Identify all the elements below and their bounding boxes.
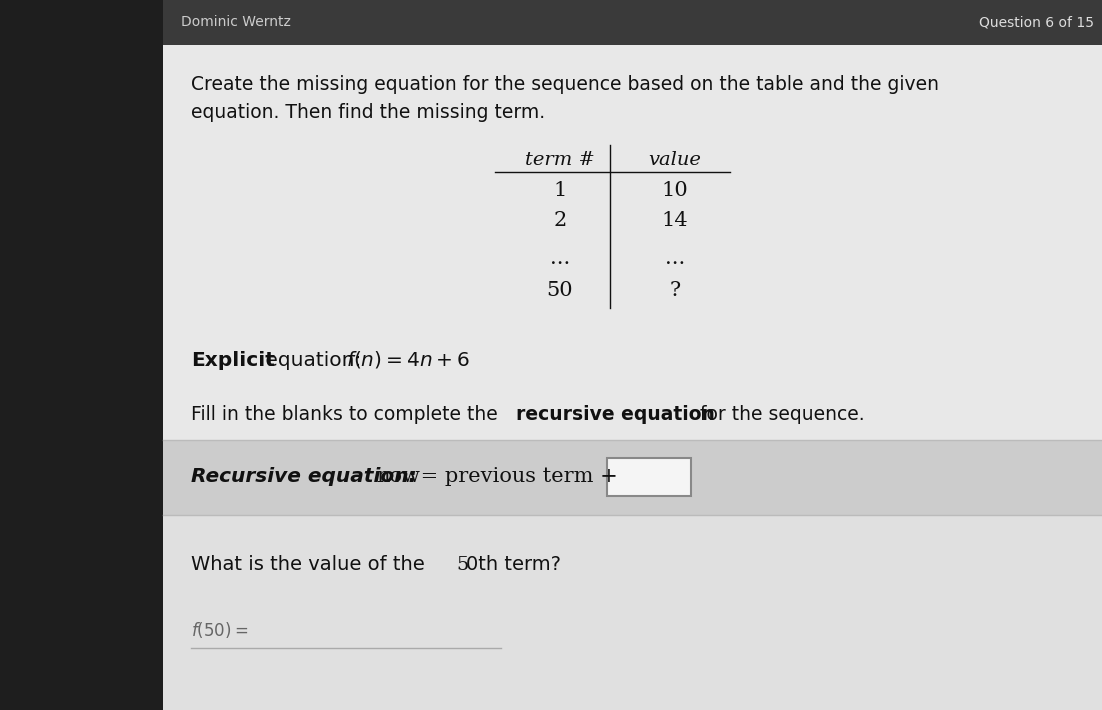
Text: 2: 2 [553, 210, 566, 229]
Text: 14: 14 [661, 210, 689, 229]
Text: for the sequence.: for the sequence. [694, 405, 865, 425]
Text: Dominic Werntz: Dominic Werntz [181, 16, 291, 30]
Text: Recursive equation:: Recursive equation: [191, 467, 417, 486]
Text: ...: ... [550, 248, 570, 268]
Text: ...: ... [665, 248, 685, 268]
FancyBboxPatch shape [163, 45, 1102, 710]
FancyBboxPatch shape [163, 440, 1102, 515]
FancyBboxPatch shape [607, 458, 691, 496]
Text: What is the value of the: What is the value of the [191, 555, 431, 574]
Text: Question 6 of 15: Question 6 of 15 [979, 16, 1094, 30]
Text: now: now [376, 467, 420, 486]
Text: Fill in the blanks to complete the: Fill in the blanks to complete the [191, 405, 504, 425]
Text: 1: 1 [553, 180, 566, 200]
Text: Explicit: Explicit [191, 351, 274, 369]
Text: recursive equation: recursive equation [516, 405, 715, 425]
Text: Create the missing equation for the sequence based on the table and the given: Create the missing equation for the sequ… [191, 75, 939, 94]
Text: 50: 50 [547, 280, 573, 300]
Text: $f(n) = 4n + 6$: $f(n) = 4n + 6$ [346, 349, 471, 371]
Text: ?: ? [669, 280, 681, 300]
Text: $f(50) =$: $f(50) =$ [191, 620, 248, 640]
Text: 10: 10 [661, 180, 689, 200]
Text: equation:: equation: [259, 351, 368, 369]
Text: 0th term?: 0th term? [466, 555, 561, 574]
Text: 5: 5 [456, 556, 468, 574]
FancyBboxPatch shape [163, 515, 1102, 710]
Text: equation. Then find the missing term.: equation. Then find the missing term. [191, 102, 545, 121]
Text: value: value [649, 151, 702, 169]
FancyBboxPatch shape [163, 0, 1102, 45]
Text: term #: term # [525, 151, 595, 169]
Text: = previous term +: = previous term + [414, 467, 618, 486]
